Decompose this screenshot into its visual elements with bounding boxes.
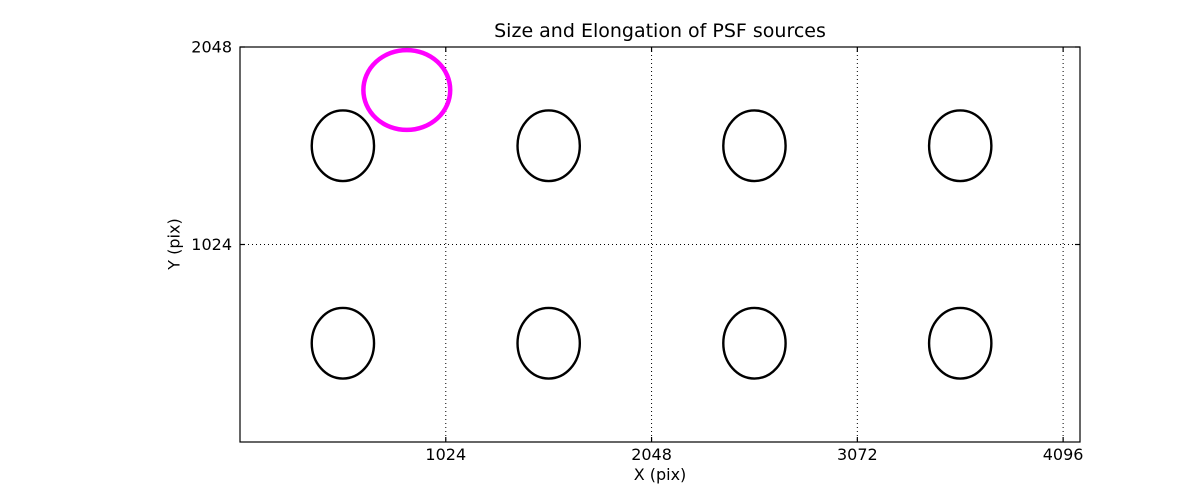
psf-sources <box>516 109 582 183</box>
x-tick-label: 2048 <box>631 445 672 464</box>
psf-sources <box>927 306 993 380</box>
y-tick-label: 2048 <box>191 38 232 57</box>
chart-title: Size and Elongation of PSF sources <box>494 20 826 42</box>
psf-sources <box>516 306 582 380</box>
y-axis-label: Y (pix) <box>164 218 184 270</box>
x-axis-label: X (pix) <box>633 465 687 484</box>
reference-ellipse <box>361 47 453 133</box>
psf-sources <box>310 306 376 380</box>
psf-sources <box>310 109 376 183</box>
psf-sources <box>722 109 787 183</box>
psf-sources <box>927 109 993 183</box>
x-tick-label: 4096 <box>1043 445 1084 464</box>
x-tick-label: 3072 <box>837 445 878 464</box>
psf-sources <box>722 306 787 380</box>
y-tick-label: 1024 <box>191 235 232 254</box>
x-tick-label: 1024 <box>425 445 466 464</box>
